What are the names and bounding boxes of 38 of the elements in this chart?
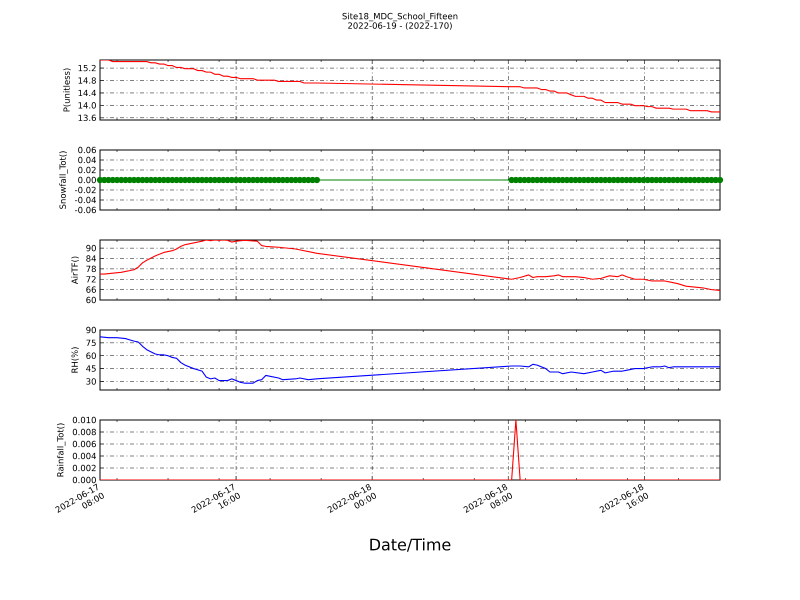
y-tick-label: 84	[86, 255, 96, 262]
y-axis-title: AirTF()	[71, 256, 79, 284]
y-tick-label: 0.00	[78, 176, 96, 184]
y-tick-label: 30	[86, 378, 96, 385]
y-tick-label: 0.000	[72, 476, 96, 484]
y-axis-title: RH(%)	[71, 347, 79, 373]
y-tick-label: 14.0	[78, 102, 96, 109]
y-tick-label: 0.010	[72, 416, 96, 424]
y-tick-label: 0.008	[72, 428, 96, 436]
y-tick-label: 15.2	[78, 64, 96, 72]
y-tick-label: -0.06	[74, 206, 96, 214]
y-tick-label: 90	[86, 244, 96, 252]
y-tick-label: -0.04	[74, 196, 96, 204]
y-tick-label: 60	[86, 296, 96, 304]
y-tick-label: 14.4	[78, 90, 96, 96]
y-tick-label: 0.04	[78, 156, 96, 164]
y-tick-label: 0.06	[78, 146, 96, 154]
y-tick-label: 0.002	[72, 464, 96, 472]
y-axis-title: Snowfall_Tot()	[59, 151, 68, 209]
y-tick-label: 90	[86, 326, 96, 334]
y-tick-label: 72	[86, 276, 96, 282]
y-tick-label: 0.004	[72, 452, 96, 460]
y-tick-label: 0.02	[78, 166, 96, 174]
y-tick-label: 66	[86, 286, 96, 293]
chart-subtitle: 2022-06-19 - (2022-170)	[348, 22, 452, 30]
y-axis-title: P(unitless)	[63, 68, 71, 112]
line-series	[100, 60, 720, 112]
y-tick-label: 13.6	[78, 114, 96, 122]
y-tick-label: -0.02	[74, 186, 96, 194]
y-tick-label: 45	[86, 365, 96, 372]
x-axis-title: Date/Time	[370, 538, 450, 552]
y-tick-label: 75	[86, 340, 96, 346]
y-tick-label: 0.006	[72, 440, 96, 448]
y-tick-label: 14.8	[78, 77, 96, 84]
y-axis-title: Rainfall_Tot()	[56, 423, 66, 476]
chart-title: Site18_MDC_School_Fifteen	[342, 12, 458, 22]
y-tick-label: 78	[86, 266, 96, 272]
y-tick-label: 60	[86, 352, 96, 359]
